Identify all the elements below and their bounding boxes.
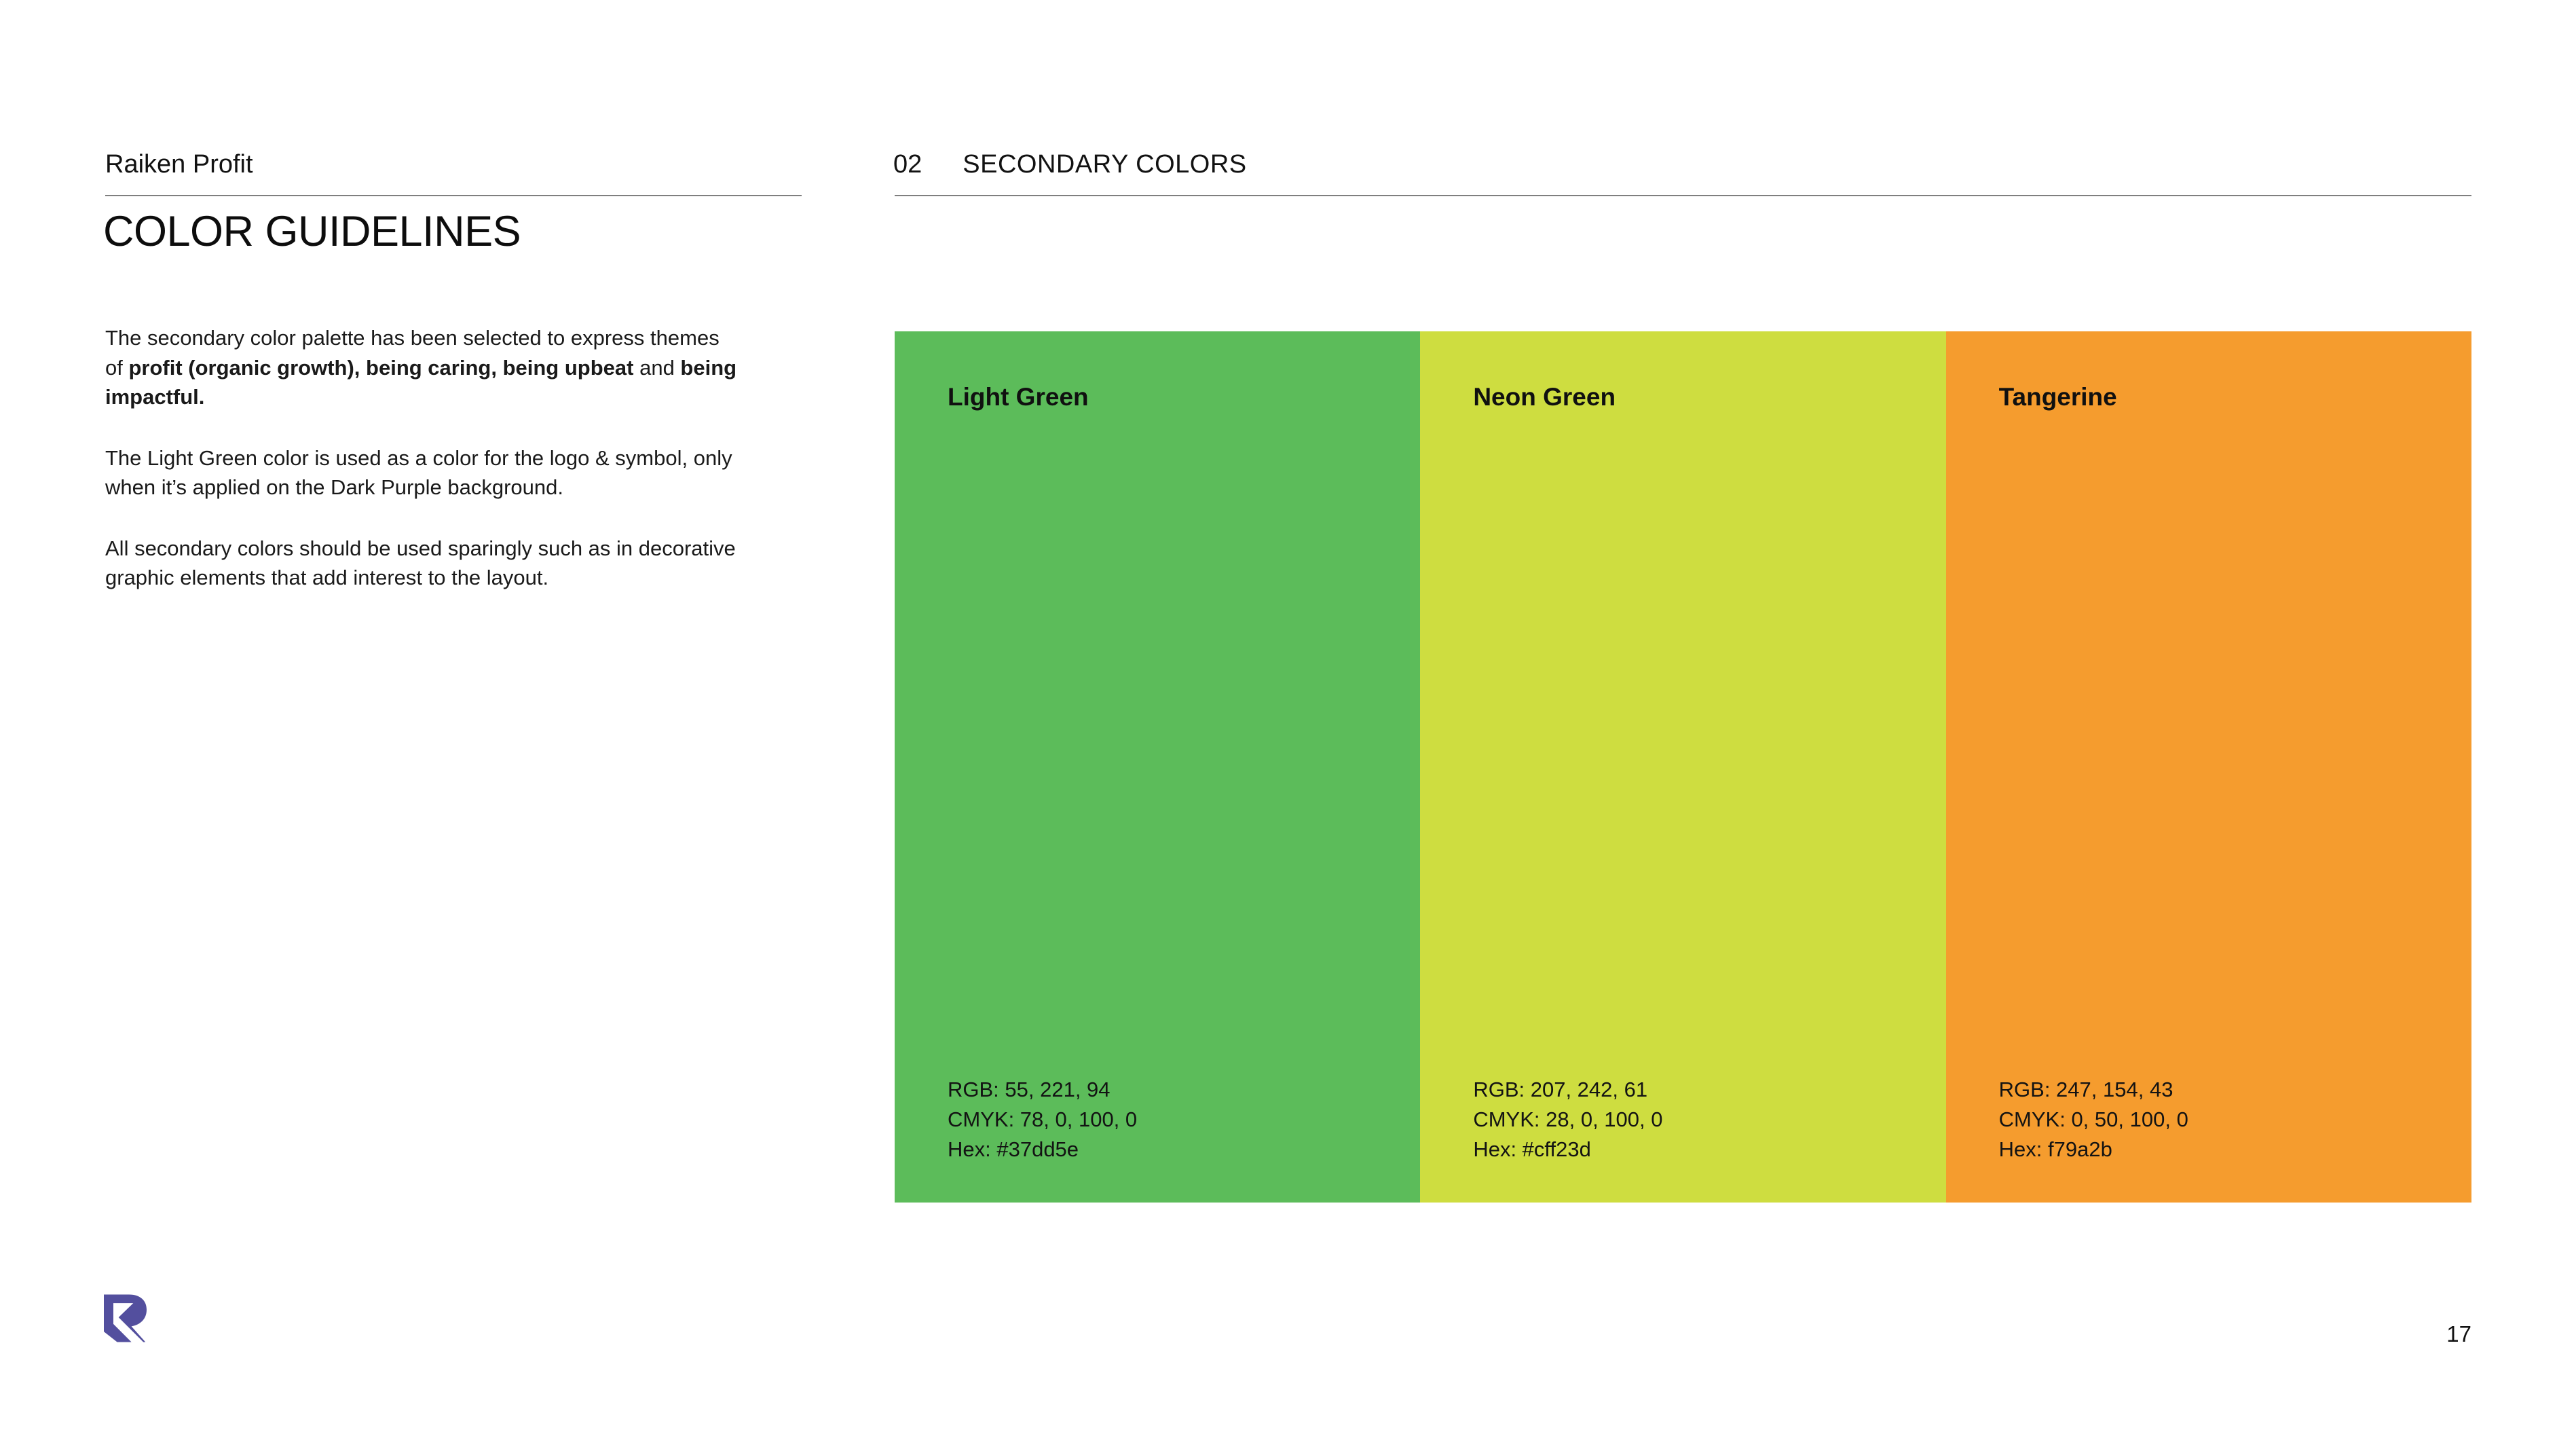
page-title: COLOR GUIDELINES — [103, 208, 521, 255]
section-title: SECONDARY COLORS — [963, 150, 1247, 179]
swatch-name: Neon Green — [1473, 383, 1616, 411]
swatch-hex-value: Hex: f79a2b — [1998, 1137, 2112, 1161]
swatch-specs: RGB: 55, 221, 94 CMYK: 78, 0, 100, 0 Hex… — [948, 1075, 1137, 1164]
body-paragraph-3: All secondary colors should be used spar… — [105, 536, 736, 590]
swatch-cmyk-value: CMYK: 78, 0, 100, 0 — [948, 1107, 1138, 1131]
swatch-specs: RGB: 247, 154, 43 CMYK: 0, 50, 100, 0 He… — [1999, 1075, 2188, 1164]
swatch-name: Light Green — [948, 383, 1089, 411]
swatch-rgb-value: RGB: 247, 154, 43 — [1998, 1078, 2173, 1101]
section-header: 02 SECONDARY COLORS — [893, 150, 1247, 179]
section-number: 02 — [893, 150, 922, 179]
body-paragraph-2: The Light Green color is used as a color… — [105, 445, 732, 500]
brand-logo — [104, 1294, 147, 1342]
logo-r-arrow-shape — [104, 1294, 147, 1342]
body-paragraph-1: The secondary color palette has been sel… — [105, 323, 865, 412]
swatch-hex-value: Hex: #37dd5e — [948, 1137, 1079, 1161]
paragraph-1-bold-2: being impactful. — [105, 355, 737, 409]
swatch-neon-green: Neon Green RGB: 207, 242, 61 CMYK: 28, 0… — [1420, 331, 1946, 1203]
r-arrow-logo-icon — [104, 1294, 147, 1342]
paragraph-1-bold-1: profit (organic growth), being caring, b… — [128, 355, 634, 380]
swatch-hex-value: Hex: #cff23d — [1473, 1137, 1591, 1161]
swatch-cmyk-value: CMYK: 28, 0, 100, 0 — [1473, 1107, 1663, 1131]
swatch-cmyk-value: CMYK: 0, 50, 100, 0 — [1998, 1107, 2188, 1131]
swatch-name: Tangerine — [1998, 383, 2117, 411]
paragraph-1-run-1: The secondary color palette has been sel… — [105, 326, 720, 380]
secondary-color-swatches: Light Green RGB: 55, 221, 94 CMYK: 78, 0… — [895, 331, 2471, 1203]
left-header-rule — [105, 195, 802, 196]
swatch-specs: RGB: 207, 242, 61 CMYK: 28, 0, 100, 0 He… — [1473, 1075, 1662, 1164]
right-header-rule — [895, 195, 2471, 196]
swatch-light-green: Light Green RGB: 55, 221, 94 CMYK: 78, 0… — [895, 331, 1421, 1203]
paragraph-1-run-2: and — [633, 355, 681, 380]
swatch-tangerine: Tangerine RGB: 247, 154, 43 CMYK: 0, 50,… — [1945, 331, 2471, 1203]
intro-text: The secondary color palette has been sel… — [105, 323, 865, 624]
brand-name: Raiken Profit — [105, 150, 253, 179]
swatch-rgb-value: RGB: 55, 221, 94 — [948, 1078, 1110, 1101]
swatch-rgb-value: RGB: 207, 242, 61 — [1473, 1078, 1648, 1101]
page-number: 17 — [2446, 1321, 2471, 1346]
